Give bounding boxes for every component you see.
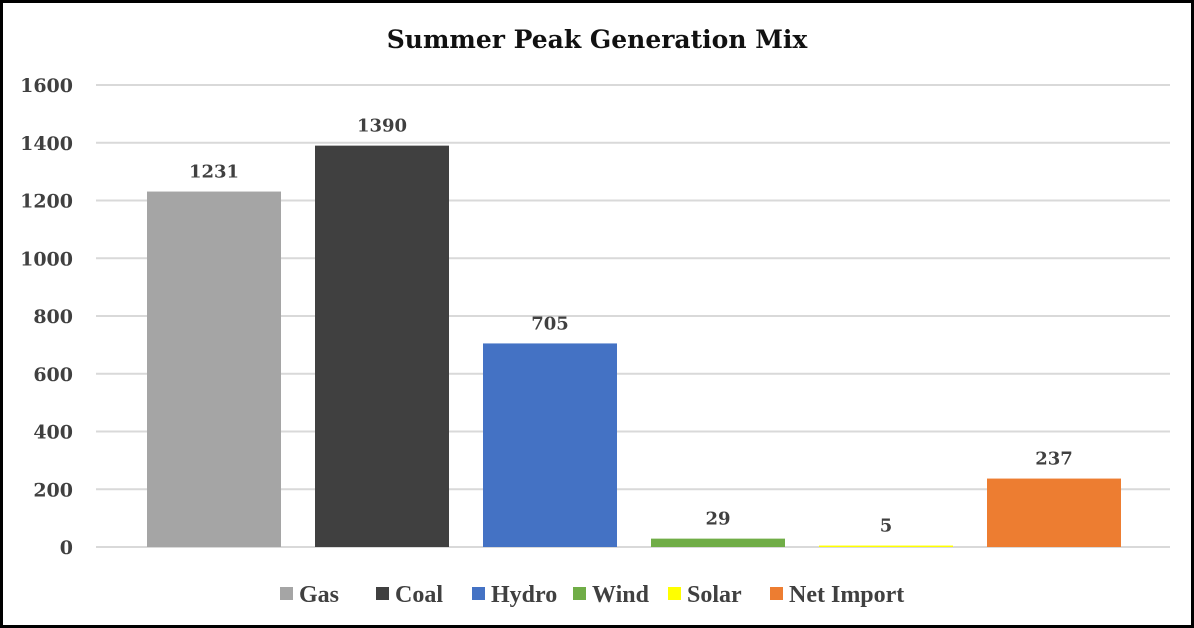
data-label: 1231 bbox=[189, 162, 239, 183]
data-label: 705 bbox=[531, 313, 569, 334]
y-tick-label: 600 bbox=[33, 364, 73, 386]
bar-gas bbox=[147, 191, 281, 547]
y-tick-label: 400 bbox=[33, 422, 73, 444]
legend-label: Coal bbox=[395, 582, 443, 608]
y-tick-label: 1400 bbox=[20, 133, 73, 155]
bar-coal bbox=[315, 145, 449, 547]
legend-swatch bbox=[376, 587, 389, 600]
legend-label: Net Import bbox=[789, 582, 904, 608]
bar-net-import bbox=[987, 478, 1121, 547]
data-label: 237 bbox=[1035, 449, 1073, 470]
legend-swatch bbox=[280, 587, 293, 600]
y-tick-label: 0 bbox=[60, 537, 73, 559]
legend-swatch bbox=[668, 587, 681, 600]
legend-label: Gas bbox=[299, 582, 339, 608]
legend-label: Wind bbox=[592, 582, 650, 608]
legend-label: Solar bbox=[687, 582, 742, 608]
chart-title: Summer Peak Generation Mix bbox=[387, 25, 809, 54]
bar-solar bbox=[819, 545, 953, 547]
legend-swatch bbox=[573, 587, 586, 600]
legend-swatch bbox=[472, 587, 485, 600]
bar-wind bbox=[651, 538, 785, 547]
bar-hydro bbox=[483, 343, 617, 547]
legend-label: Hydro bbox=[491, 582, 557, 608]
y-tick-label: 1600 bbox=[20, 75, 73, 97]
y-tick-label: 800 bbox=[33, 306, 73, 328]
y-tick-label: 200 bbox=[33, 479, 73, 501]
y-tick-label: 1000 bbox=[20, 248, 73, 270]
legend-swatch bbox=[770, 587, 783, 600]
data-label: 29 bbox=[705, 509, 730, 530]
data-label: 5 bbox=[880, 516, 893, 537]
y-tick-label: 1200 bbox=[20, 191, 73, 213]
data-label: 1390 bbox=[357, 116, 407, 137]
